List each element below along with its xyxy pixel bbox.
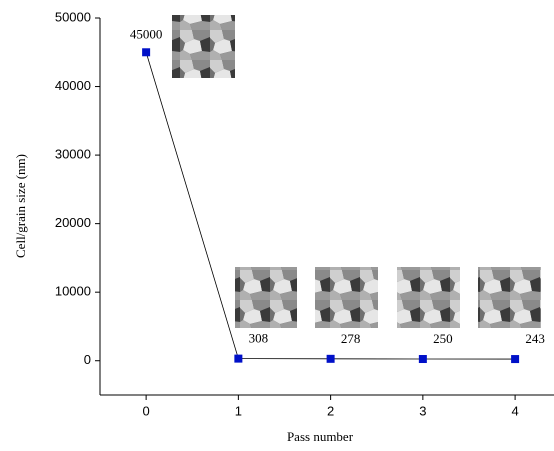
x-tick-label: 2 [327,403,334,418]
x-tick-label: 3 [419,403,426,418]
y-axis-label: Cell/grain size (nm) [13,154,28,258]
y-tick-label: 0 [84,352,91,367]
data-point [511,355,520,364]
micrograph [397,267,460,328]
y-tick-label: 20000 [55,215,91,230]
data-point [234,354,243,363]
data-point [326,354,335,363]
data-label: 250 [433,331,453,346]
data-point [142,48,151,57]
y-tick-label: 10000 [55,284,91,299]
micrograph [172,15,235,78]
data-label: 308 [249,331,269,346]
x-tick-label: 1 [235,403,242,418]
y-tick-label: 30000 [55,147,91,162]
x-axis-label: Pass number [287,429,354,444]
data-label: 45000 [130,26,163,41]
y-tick-label: 40000 [55,78,91,93]
micrograph [478,267,541,328]
y-tick-label: 50000 [55,9,91,24]
x-tick-label: 0 [143,403,150,418]
data-point [418,355,427,364]
micrograph [315,267,378,328]
micrographs [172,15,541,328]
micrograph [235,267,297,328]
x-tick-label: 4 [511,403,518,418]
data-label: 243 [525,331,545,346]
data-label: 278 [341,331,361,346]
